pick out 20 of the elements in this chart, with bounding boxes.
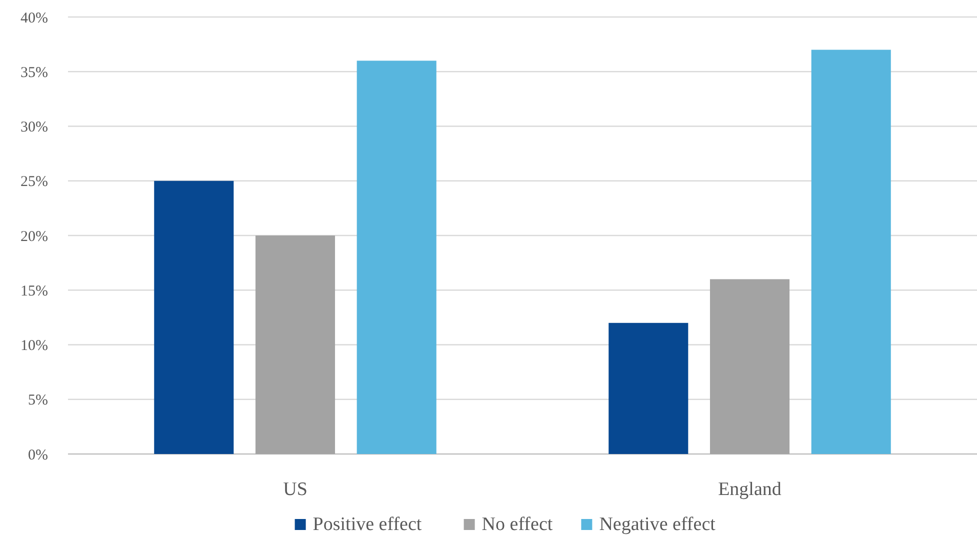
bar — [154, 180, 234, 454]
y-tick-label: 30% — [20, 120, 48, 136]
y-tick-label: 5% — [28, 392, 48, 409]
bar — [608, 322, 688, 454]
bar — [255, 236, 336, 454]
bar — [811, 50, 891, 454]
legend-label: Negative effect — [599, 514, 716, 535]
legend-label: Positive effect — [312, 514, 422, 535]
y-tick-label: 35% — [20, 64, 48, 81]
bar — [356, 60, 436, 454]
y-tick-label: 10% — [20, 338, 48, 354]
y-tick-label: 25% — [20, 174, 48, 190]
x-tick-label: England — [718, 479, 782, 500]
bar — [710, 279, 790, 454]
x-tick-label: US — [283, 479, 308, 500]
y-tick-label: 40% — [20, 10, 48, 26]
y-tick-label: 0% — [28, 447, 48, 464]
legend-label: No effect — [482, 514, 554, 535]
y-tick-label: 15% — [20, 283, 48, 300]
y-tick-label: 20% — [20, 228, 48, 245]
